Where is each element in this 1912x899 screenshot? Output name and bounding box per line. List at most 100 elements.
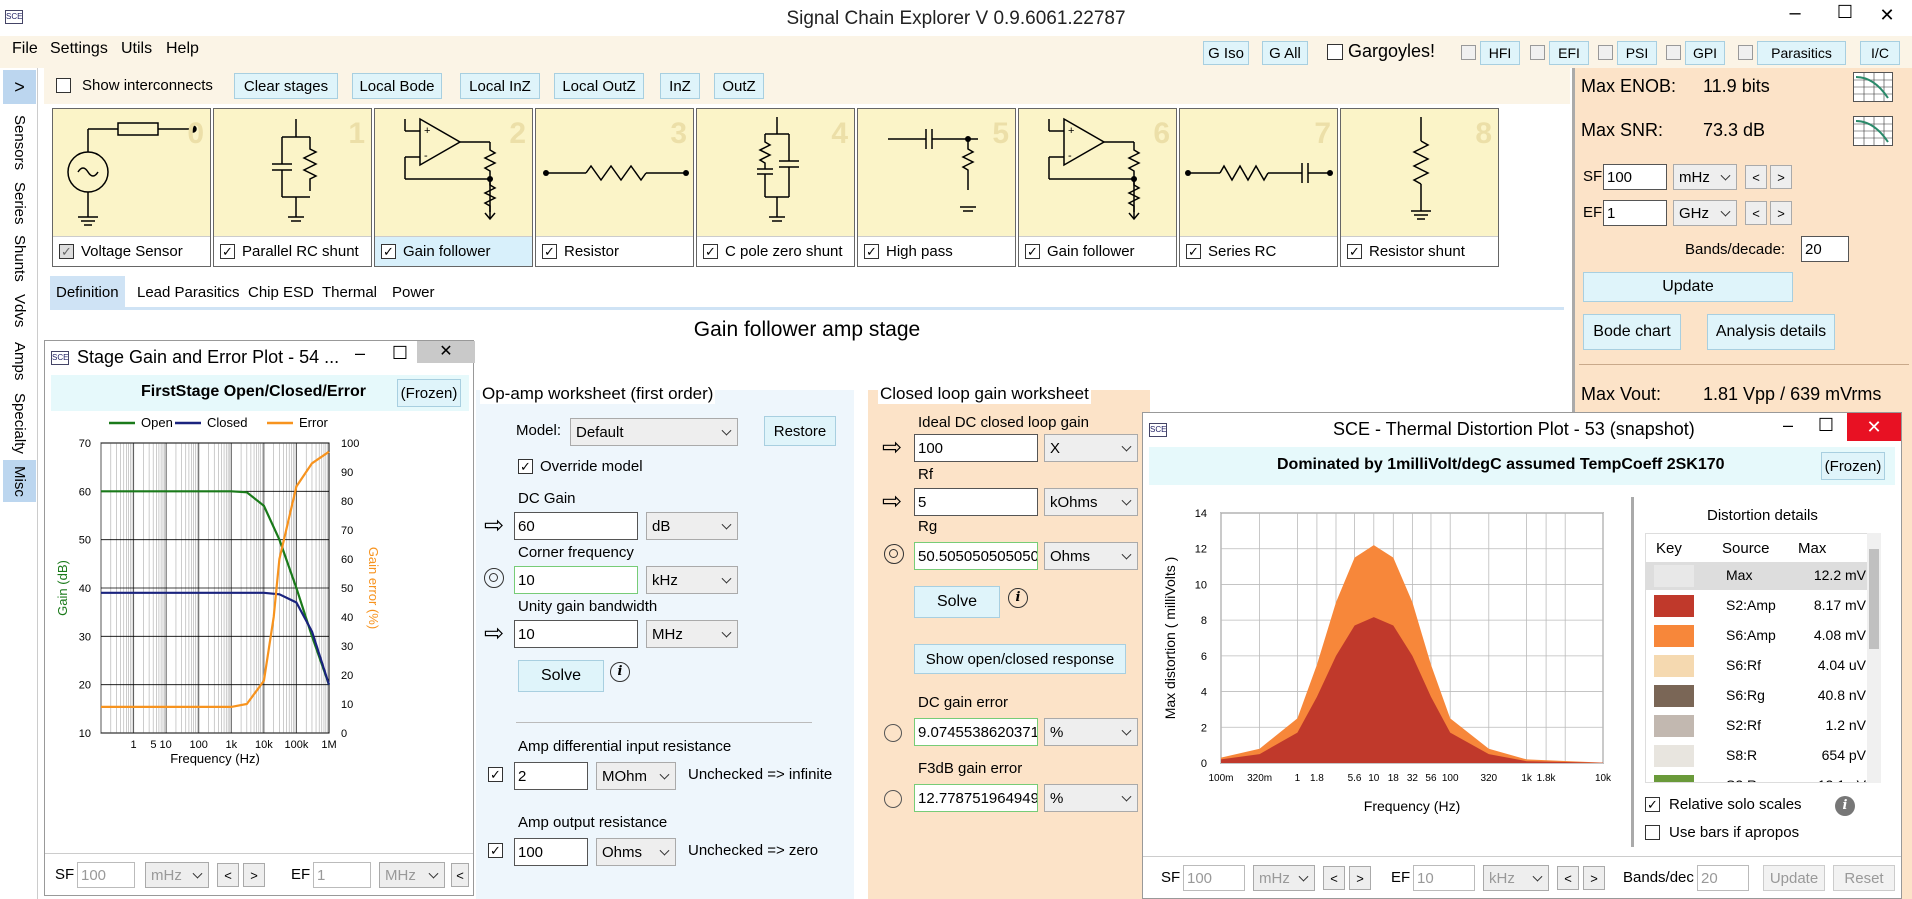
- stage-4-c-pole-zero-shunt[interactable]: 4 ✓ C pole zero shunt: [696, 108, 855, 267]
- stage-enable-checkbox[interactable]: ✓: [542, 244, 557, 259]
- tab-power[interactable]: Power: [392, 284, 435, 301]
- ugbw-unit-select[interactable]: MHz: [646, 620, 738, 648]
- rout-input[interactable]: 100: [514, 838, 588, 866]
- f3db-gain-error-input[interactable]: 12.7787519649494: [914, 784, 1038, 812]
- info-icon[interactable]: i: [1835, 796, 1855, 816]
- sf-prev-button[interactable]: <: [1745, 165, 1767, 189]
- override-model-checkbox[interactable]: ✓: [518, 459, 533, 474]
- gpi-button[interactable]: GPI: [1685, 41, 1725, 65]
- local-inz-button[interactable]: Local InZ: [460, 73, 540, 99]
- parasitics-checkbox[interactable]: [1738, 45, 1753, 60]
- ef-input[interactable]: 1: [1603, 200, 1667, 226]
- restore-button[interactable]: Restore: [764, 416, 836, 446]
- maximize-button[interactable]: ☐: [391, 343, 409, 363]
- tab-lead-parasitics[interactable]: Lead Parasitics: [137, 284, 240, 301]
- local-bode-button[interactable]: Local Bode: [352, 73, 442, 99]
- ef-unit-select[interactable]: MHz: [379, 862, 445, 888]
- stage-enable-checkbox[interactable]: ✓: [381, 244, 396, 259]
- bode-chart-button[interactable]: Bode chart: [1583, 314, 1681, 350]
- details-row[interactable]: S2:Amp 8.17 mV: [1646, 592, 1868, 620]
- details-scrollbar[interactable]: [1867, 533, 1881, 783]
- corner-frequency-unit-select[interactable]: kHz: [646, 566, 738, 594]
- rg-input[interactable]: 50.505050505050505: [914, 542, 1038, 570]
- minimize-button[interactable]: –: [354, 343, 365, 363]
- ef-input[interactable]: 1: [313, 862, 371, 888]
- rin-input[interactable]: 2: [514, 762, 588, 790]
- tab-amps[interactable]: Amps: [11, 341, 28, 381]
- efi-button[interactable]: EFI: [1549, 41, 1589, 65]
- stage-8-resistor-shunt[interactable]: 8 ✓ Resistor shunt: [1340, 108, 1499, 267]
- sf-prev-button[interactable]: <: [1323, 866, 1345, 890]
- outz-button[interactable]: OutZ: [714, 73, 764, 99]
- clear-stages-button[interactable]: Clear stages: [234, 73, 338, 99]
- sf-unit-select[interactable]: mHz: [1673, 164, 1737, 190]
- ef-prev-button[interactable]: <: [1745, 201, 1767, 225]
- show-interconnects-checkbox[interactable]: [56, 78, 71, 93]
- tab-sensors[interactable]: Sensors: [11, 115, 28, 171]
- snr-chart-icon[interactable]: [1853, 116, 1893, 146]
- dc-gain-error-input[interactable]: 9.07455386203711: [914, 718, 1038, 746]
- dc-gain-unit-select[interactable]: dB: [646, 512, 738, 540]
- update-button[interactable]: Update: [1583, 272, 1793, 302]
- stage-0-voltage-sensor[interactable]: 0 ✓ Voltage Sensor: [52, 108, 211, 267]
- rg-unit-select[interactable]: Ohms: [1044, 542, 1138, 570]
- g-all-button[interactable]: G All: [1262, 41, 1308, 65]
- frozen-button[interactable]: (Frozen): [397, 379, 461, 407]
- maximize-button[interactable]: ☐: [1836, 2, 1854, 22]
- psi-checkbox[interactable]: [1598, 45, 1613, 60]
- local-outz-button[interactable]: Local OutZ: [554, 73, 644, 99]
- efi-checkbox[interactable]: [1530, 45, 1545, 60]
- dc-gain-error-unit-select[interactable]: %: [1044, 718, 1138, 746]
- use-bars-checkbox[interactable]: [1645, 825, 1660, 840]
- tab-specialty[interactable]: Specialty: [11, 392, 28, 454]
- sf-input[interactable]: 100: [1603, 164, 1667, 190]
- stage-enable-checkbox[interactable]: ✓: [1025, 244, 1040, 259]
- analysis-details-button[interactable]: Analysis details: [1707, 314, 1835, 350]
- stage-enable-checkbox[interactable]: ✓: [1186, 244, 1201, 259]
- stage-6-gain-follower[interactable]: + - 6 ✓ Gain follower: [1018, 108, 1177, 267]
- rout-checkbox[interactable]: ✓: [488, 843, 503, 858]
- details-row[interactable]: S2:Rg 12.1 nV: [1646, 772, 1868, 782]
- ef-input[interactable]: 10: [1413, 865, 1475, 891]
- sf-unit-select[interactable]: mHz: [145, 862, 209, 888]
- stage-7-series-rc[interactable]: 7 ✓ Series RC: [1179, 108, 1338, 267]
- details-row[interactable]: S6:Rf 4.04 uV: [1646, 652, 1868, 680]
- ideal-gain-unit-select[interactable]: X: [1044, 434, 1138, 462]
- gargoyles-checkbox[interactable]: [1327, 44, 1343, 60]
- ef-unit-select[interactable]: kHz: [1483, 865, 1549, 891]
- side-expand-button[interactable]: >: [3, 70, 36, 104]
- scroll-left-button[interactable]: <: [451, 863, 469, 887]
- stage-5-high-pass[interactable]: 5 ✓ High pass: [857, 108, 1016, 267]
- close-button[interactable]: ✕: [1847, 413, 1901, 441]
- f3db-gain-error-unit-select[interactable]: %: [1044, 784, 1138, 812]
- info-icon[interactable]: i: [610, 662, 630, 682]
- tab-definition[interactable]: Definition: [50, 276, 125, 310]
- sf-next-button[interactable]: >: [1770, 165, 1792, 189]
- dc-gain-input[interactable]: 60: [514, 512, 638, 540]
- details-row[interactable]: S8:R 654 pV: [1646, 742, 1868, 770]
- tab-vdvs[interactable]: Vdvs: [11, 294, 28, 328]
- corner-frequency-input[interactable]: 10: [514, 566, 638, 594]
- stage-1-parallel-rc-shunt[interactable]: 1 ✓ Parallel RC shunt: [213, 108, 372, 267]
- rout-unit-select[interactable]: Ohms: [596, 838, 676, 866]
- tab-chip-esd[interactable]: Chip ESD: [248, 284, 314, 301]
- opamp-solve-button[interactable]: Solve: [518, 660, 604, 692]
- bands-per-dec-input[interactable]: 20: [1697, 865, 1749, 891]
- details-row[interactable]: S6:Amp 4.08 mV: [1646, 622, 1868, 650]
- sf-input[interactable]: 100: [77, 862, 135, 888]
- stage-2-gain-follower[interactable]: + - 2 ✓ Gain follower: [374, 108, 533, 267]
- minimize-button[interactable]: –: [1789, 2, 1801, 24]
- model-select[interactable]: Default: [570, 418, 738, 446]
- bands-per-decade-input[interactable]: 20: [1801, 236, 1849, 262]
- hfi-checkbox[interactable]: [1461, 45, 1476, 60]
- stage-enable-checkbox[interactable]: ✓: [864, 244, 879, 259]
- reset-button[interactable]: Reset: [1833, 865, 1895, 891]
- rin-unit-select[interactable]: MOhm: [596, 762, 676, 790]
- rin-checkbox[interactable]: ✓: [488, 767, 503, 782]
- g-iso-button[interactable]: G Iso: [1203, 41, 1249, 65]
- hfi-button[interactable]: HFI: [1480, 41, 1520, 65]
- tab-shunts[interactable]: Shunts: [11, 234, 28, 282]
- menu-file[interactable]: File: [12, 40, 38, 57]
- psi-button[interactable]: PSI: [1617, 41, 1657, 65]
- closed-solve-button[interactable]: Solve: [914, 586, 1000, 618]
